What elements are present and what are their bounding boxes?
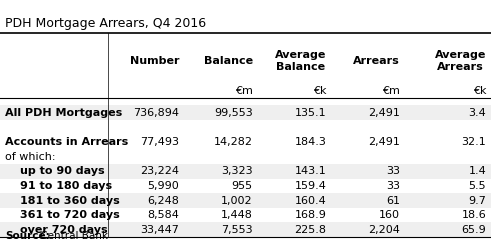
Text: 1.4: 1.4 xyxy=(468,166,486,176)
Text: 2,491: 2,491 xyxy=(368,108,400,118)
Text: 65.9: 65.9 xyxy=(462,225,486,235)
Text: 143.1: 143.1 xyxy=(295,166,327,176)
Text: Number: Number xyxy=(130,56,179,66)
Text: 736,894: 736,894 xyxy=(133,108,179,118)
Text: 6,248: 6,248 xyxy=(147,195,179,206)
Text: 1,002: 1,002 xyxy=(221,195,253,206)
Text: 61: 61 xyxy=(386,195,400,206)
Text: 14,282: 14,282 xyxy=(214,137,253,147)
Text: Average
Arrears: Average Arrears xyxy=(435,50,486,72)
Text: 955: 955 xyxy=(232,181,253,191)
Text: Balance: Balance xyxy=(204,56,253,66)
Text: Source:: Source: xyxy=(5,231,50,241)
Text: PDH Mortgage Arrears, Q4 2016: PDH Mortgage Arrears, Q4 2016 xyxy=(5,17,206,30)
Text: 23,224: 23,224 xyxy=(140,166,179,176)
Text: 2,491: 2,491 xyxy=(368,137,400,147)
Text: 2,204: 2,204 xyxy=(368,225,400,235)
Text: 160.4: 160.4 xyxy=(295,195,327,206)
Text: €k: €k xyxy=(313,86,327,95)
Text: 33,447: 33,447 xyxy=(140,225,179,235)
Text: Average
Balance: Average Balance xyxy=(275,50,327,72)
Bar xyxy=(0,105,491,120)
Text: 184.3: 184.3 xyxy=(295,137,327,147)
Text: 7,553: 7,553 xyxy=(221,225,253,235)
Text: Central Bank: Central Bank xyxy=(37,231,108,241)
Text: Arrears: Arrears xyxy=(354,56,400,66)
Text: 159.4: 159.4 xyxy=(295,181,327,191)
Bar xyxy=(0,222,491,237)
Bar xyxy=(0,164,491,179)
Text: 361 to 720 days: 361 to 720 days xyxy=(20,210,119,220)
Text: 91 to 180 days: 91 to 180 days xyxy=(20,181,112,191)
Text: All PDH Mortgages: All PDH Mortgages xyxy=(5,108,122,118)
Text: 225.8: 225.8 xyxy=(295,225,327,235)
Text: 8,584: 8,584 xyxy=(147,210,179,220)
Text: 77,493: 77,493 xyxy=(140,137,179,147)
Text: €m: €m xyxy=(235,86,253,95)
Text: 9.7: 9.7 xyxy=(468,195,486,206)
Text: 18.6: 18.6 xyxy=(462,210,486,220)
Text: 1,448: 1,448 xyxy=(221,210,253,220)
Text: 135.1: 135.1 xyxy=(295,108,327,118)
Text: over 720 days: over 720 days xyxy=(20,225,107,235)
Text: 33: 33 xyxy=(386,181,400,191)
Bar xyxy=(0,193,491,208)
Text: 5.5: 5.5 xyxy=(468,181,486,191)
Text: 99,553: 99,553 xyxy=(214,108,253,118)
Text: 160: 160 xyxy=(379,210,400,220)
Text: of which:: of which: xyxy=(5,152,55,162)
Text: 3.4: 3.4 xyxy=(468,108,486,118)
Text: 5,990: 5,990 xyxy=(147,181,179,191)
Text: 32.1: 32.1 xyxy=(462,137,486,147)
Text: 33: 33 xyxy=(386,166,400,176)
Text: 181 to 360 days: 181 to 360 days xyxy=(20,195,119,206)
Text: 168.9: 168.9 xyxy=(295,210,327,220)
Text: up to 90 days: up to 90 days xyxy=(20,166,104,176)
Text: €m: €m xyxy=(382,86,400,95)
Text: 3,323: 3,323 xyxy=(221,166,253,176)
Text: €k: €k xyxy=(473,86,486,95)
Text: Accounts in Arrears: Accounts in Arrears xyxy=(5,137,128,147)
